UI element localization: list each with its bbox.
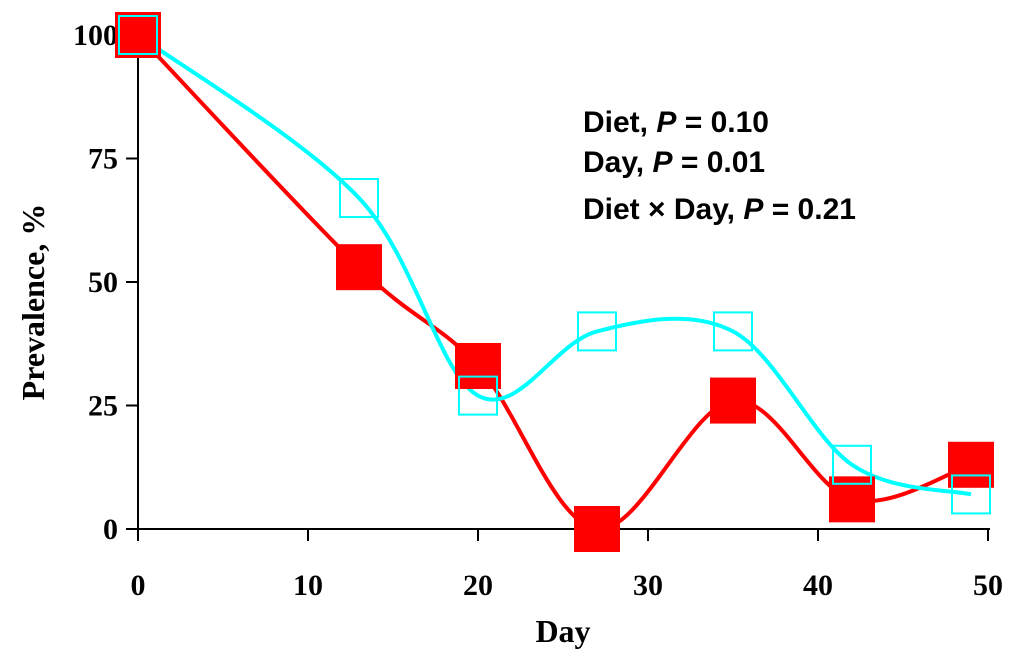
x-tick-label: 40: [803, 569, 833, 602]
y-tick-label: 25: [88, 390, 118, 423]
data-point-filled: [710, 377, 756, 424]
data-point-filled: [455, 342, 501, 389]
x-tick-label: 30: [633, 569, 663, 602]
data-point-filled: [115, 12, 161, 58]
data-point-open: [951, 474, 991, 515]
data-point-open: [577, 311, 617, 352]
x-tick-label: 50: [973, 569, 1003, 602]
data-point-open: [118, 15, 158, 55]
x-tick-label: 20: [463, 569, 493, 602]
data-point-filled: [336, 244, 382, 291]
x-tick-label: 10: [293, 569, 323, 602]
data-point-filled: [948, 441, 994, 488]
markers: [115, 12, 994, 552]
annotation-diet: Diet, P = 0.10: [583, 106, 769, 139]
series-layer: [136, 33, 972, 532]
y-tick-label: 0: [103, 513, 118, 546]
stats-annotation: Diet, P = 0.10 Day, P = 0.01 Diet × Day,…: [583, 106, 856, 226]
data-point-open: [713, 311, 753, 352]
data-point-open: [832, 444, 872, 485]
annotation-day: Day, P = 0.01: [583, 146, 765, 179]
ticks: 0 25 50 75 100 0 10 20 30 40 50: [73, 19, 1003, 602]
data-point-open: [339, 178, 379, 219]
x-tick-label: 0: [131, 569, 146, 602]
y-axis-title: Prevalence, %: [15, 204, 51, 401]
axes: [137, 25, 990, 530]
y-tick-label: 100: [73, 19, 118, 52]
y-tick-label: 75: [88, 143, 118, 176]
series-line-1: [136, 33, 972, 497]
data-point-open: [458, 375, 498, 416]
data-point-filled: [574, 506, 620, 552]
annotation-diet-x-day: Diet × Day, P = 0.21: [583, 193, 856, 226]
series-line-0: [136, 33, 972, 532]
y-tick-label: 50: [88, 266, 118, 299]
x-axis-title: Day: [535, 613, 590, 649]
